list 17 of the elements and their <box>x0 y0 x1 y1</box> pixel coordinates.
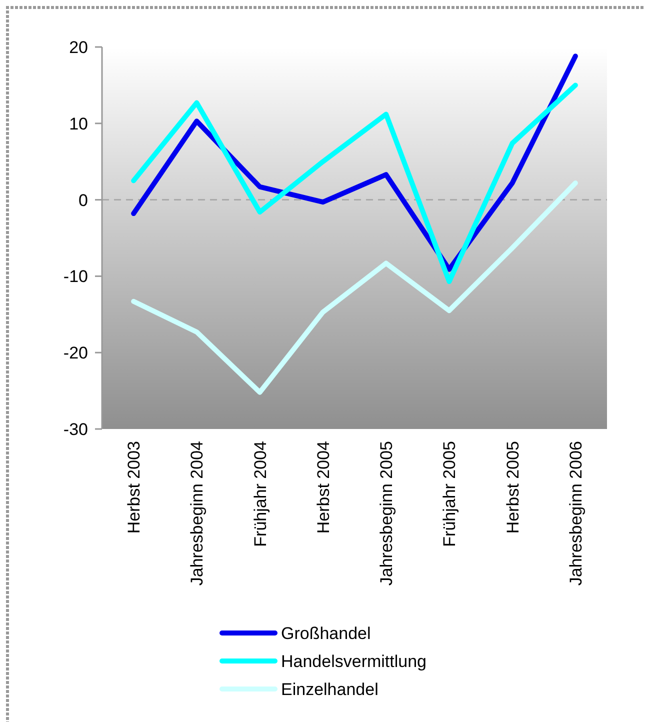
y-tick-label: -30 <box>63 420 88 439</box>
x-tick-label: Herbst 2005 <box>503 441 522 534</box>
x-tick-label: Jahresbeginn 2005 <box>377 441 396 586</box>
x-tick-label: Herbst 2004 <box>314 441 333 534</box>
y-tick-label: 10 <box>69 114 88 134</box>
legend-label: Einzelhandel <box>281 680 378 699</box>
legend-label: Großhandel <box>281 624 371 643</box>
x-tick-label: Frühjahr 2004 <box>250 441 270 547</box>
y-tick-label: -20 <box>63 344 88 363</box>
y-tick-label: 0 <box>78 190 88 210</box>
y-tick-label: -10 <box>63 267 88 286</box>
x-tick-label: Herbst 2003 <box>124 441 144 534</box>
y-tick-label: 20 <box>69 38 88 57</box>
legend-label: Handelsvermittlung <box>281 652 427 671</box>
x-tick-label: Jahresbeginn 2004 <box>188 441 207 586</box>
x-tick-label: Jahresbeginn 2006 <box>566 441 586 586</box>
x-tick-label: Frühjahr 2005 <box>440 441 460 547</box>
